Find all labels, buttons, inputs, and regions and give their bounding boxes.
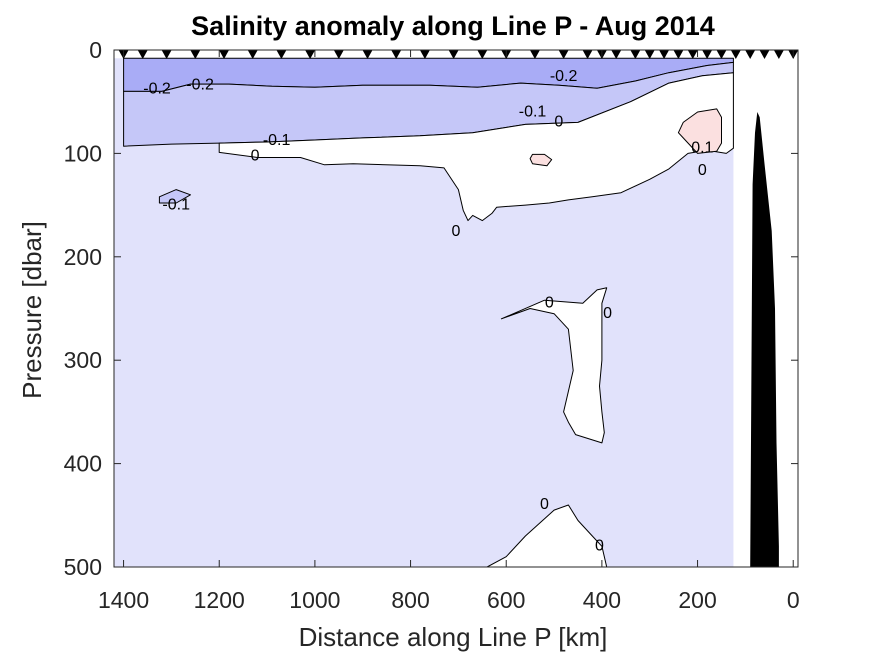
station-marker	[391, 50, 402, 59]
contour-label: -0.1	[263, 132, 291, 149]
y-tick-label: 200	[64, 244, 102, 270]
station-marker	[247, 50, 258, 59]
region-bathymetry	[750, 112, 797, 567]
plot-frame	[113, 49, 799, 568]
x-tick-label: 1000	[289, 587, 340, 613]
contour-label: -0.2	[143, 81, 171, 98]
region-zero-region-lower	[486, 504, 608, 567]
region-zero-region-middle	[500, 287, 608, 444]
station-marker	[448, 50, 459, 59]
contour-label: 0	[251, 148, 260, 165]
station-marker	[611, 50, 622, 59]
station-marker	[745, 50, 756, 59]
contour-label: 0.1	[691, 139, 713, 156]
contour-label: -0.1	[162, 196, 190, 213]
y-tick-label: 500	[64, 554, 102, 580]
station-marker	[730, 50, 741, 59]
region-plus-0-1-patch-west	[529, 153, 553, 167]
contour-label: -0.1	[519, 103, 547, 120]
station-marker	[716, 50, 727, 59]
contour-label: 0	[452, 223, 461, 240]
x-tick-label: 400	[583, 587, 621, 613]
station-marker	[190, 50, 201, 59]
station-marker	[644, 50, 655, 59]
contour-label: 0	[545, 295, 554, 312]
station-marker	[673, 50, 684, 59]
station-marker	[477, 50, 488, 59]
region-minus-0-1-patch	[158, 189, 191, 204]
x-tick-label: 200	[678, 587, 716, 613]
station-marker	[759, 50, 770, 59]
station-marker	[659, 50, 670, 59]
chart-title: Salinity anomaly along Line P - Aug 2014	[191, 11, 715, 41]
station-marker	[630, 50, 641, 59]
station-marker	[582, 50, 593, 59]
contour-label: -0.2	[550, 68, 578, 85]
station-marker	[773, 50, 784, 59]
x-axis-ticks: 1400 1200 1000 800 600 400 200 0	[98, 50, 800, 613]
y-axis-title: Pressure [dbar]	[17, 221, 47, 399]
station-marker	[333, 50, 344, 59]
x-tick-label: 1200	[194, 587, 245, 613]
x-tick-label: 0	[787, 587, 800, 613]
station-marker	[219, 50, 230, 59]
contour-label: 0	[540, 496, 549, 513]
station-marker	[529, 50, 540, 59]
region-zero-region-upper	[218, 72, 734, 222]
x-tick-label: 1400	[98, 587, 149, 613]
station-marker	[558, 50, 569, 59]
contour-label: -0.2	[186, 76, 214, 93]
x-tick-label: 800	[391, 587, 429, 613]
contour-label: 0	[595, 538, 604, 555]
contour-regions	[114, 57, 797, 567]
station-marker	[161, 50, 172, 59]
region-plus-0-1-patch-east	[677, 108, 722, 154]
contour-label: 0	[554, 114, 563, 131]
y-tick-label: 300	[64, 347, 102, 373]
y-tick-label: 100	[64, 140, 102, 166]
station-marker	[702, 50, 713, 59]
y-tick-label: 0	[89, 37, 102, 63]
station-marker	[305, 50, 316, 59]
station-marker	[419, 50, 430, 59]
contour-label: 0	[698, 162, 707, 179]
station-marker	[362, 50, 373, 59]
station-marker	[276, 50, 287, 59]
y-axis-ticks: 0 100 200 300 400 500	[64, 37, 798, 580]
x-tick-label: 600	[487, 587, 525, 613]
station-marker	[137, 50, 148, 59]
y-tick-label: 400	[64, 451, 102, 477]
contour-label: 0	[603, 305, 612, 322]
x-axis-title: Distance along Line P [km]	[299, 622, 608, 652]
station-marker	[687, 50, 698, 59]
